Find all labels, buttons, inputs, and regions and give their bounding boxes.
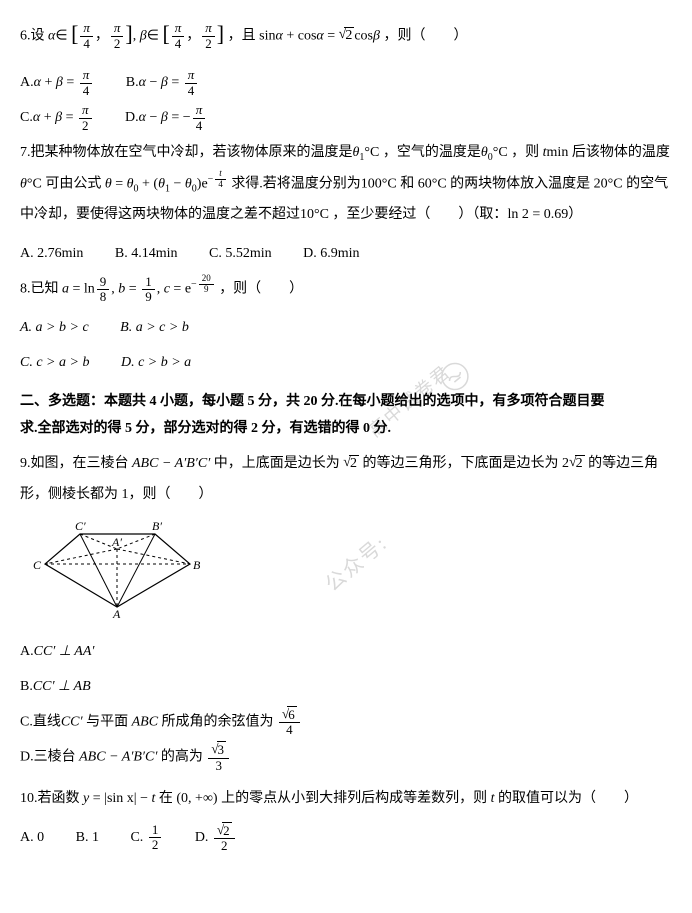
question-10: 10.若函数 y = |sin x| − t 在 (0, +∞) 上的零点从小到… — [20, 784, 672, 815]
q9-choice-d: D.三棱台 ABC − A′B′C′ 的高为 33 — [20, 742, 672, 773]
q7-choice-b: B. 4.14min — [115, 246, 178, 261]
q10-choice-a: A. 0 — [20, 830, 44, 845]
q6-choice-a: A.α + β = π4 — [20, 75, 94, 90]
question-9: 9.如图，在三棱台 ABC − A′B′C′ 中，上底面是边长为 2 的等边三角… — [20, 448, 672, 511]
q8-choice-b: B. a > c > b — [120, 320, 189, 335]
q10-choice-b: B. 1 — [76, 830, 99, 845]
q10-choice-c: C. 12 — [130, 830, 163, 845]
q7-choice-d: D. 6.9min — [303, 246, 359, 261]
q7-choice-a: A. 2.76min — [20, 246, 83, 261]
q6-choices-row2: C.α + β = π2 D.α − β = −π4 — [20, 103, 672, 134]
q6-stem: 6.设 — [20, 28, 45, 43]
q8-choices-row2: C. c > a > b D. c > b > a — [20, 348, 672, 379]
question-6: 6.设 α∈ [π4，π2], β∈ [π4，π2] ，且 sinα + cos… — [20, 12, 672, 60]
section-2-title: 二、多选题：本题共 4 小题，每小题 5 分，共 20 分.在每小题给出的选项中… — [20, 389, 672, 442]
q6-choice-c: C.α + β = π2 — [20, 110, 94, 125]
label-Bp: B′ — [152, 519, 162, 533]
q9-choice-a: A.CC′ ⊥ AA′ — [20, 637, 672, 668]
q8-choice-c: C. c > a > b — [20, 355, 89, 370]
q6-choice-d: D.α − β = −π4 — [125, 110, 207, 125]
label-Ap: A′ — [111, 535, 122, 549]
q8-choice-a: A. a > b > c — [20, 320, 89, 335]
q9-figure: C′ B′ A′ C B A — [30, 519, 672, 632]
q6-choice-b: B.α − β = π4 — [126, 75, 200, 90]
q10-choice-d: D. 22 — [195, 830, 237, 845]
label-B: B — [193, 558, 201, 572]
q7-choice-c: C. 5.52min — [209, 246, 272, 261]
q9-choice-b: B.CC′ ⊥ AB — [20, 672, 672, 703]
q6-choices-row1: A.α + β = π4 B.α − β = π4 — [20, 68, 672, 99]
q9-choice-c: C.直线CC′ 与平面 ABC 所成角的余弦值为 64 — [20, 707, 672, 738]
label-A: A — [112, 607, 121, 619]
q8-choice-d: D. c > b > a — [121, 355, 191, 370]
q8-choices-row1: A. a > b > c B. a > c > b — [20, 313, 672, 344]
label-C: C — [33, 558, 42, 572]
question-7: 7.把某种物体放在空气中冷却，若该物体原来的温度是θ1°C ，空气的温度是θ0°… — [20, 138, 672, 231]
q10-choices: A. 0 B. 1 C. 12 D. 22 — [20, 823, 672, 854]
label-Cp: C′ — [75, 519, 86, 533]
question-8: 8.已知 a = ln98, b = 19, c = e−209 ，则（ ） — [20, 274, 672, 305]
q7-choices: A. 2.76min B. 4.14min C. 5.52min D. 6.9m… — [20, 239, 672, 270]
